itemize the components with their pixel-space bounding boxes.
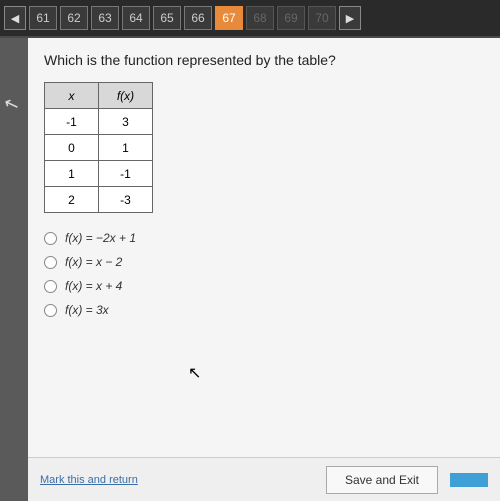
table-row: -13 — [45, 109, 153, 135]
nav-item-66[interactable]: 66 — [184, 6, 212, 30]
answer-options: f(x) = −2x + 1 f(x) = x − 2 f(x) = x + 4… — [44, 231, 484, 317]
nav-item-64[interactable]: 64 — [122, 6, 150, 30]
nav-item-68: 68 — [246, 6, 274, 30]
option-label: f(x) = −2x + 1 — [65, 231, 136, 245]
next-button[interactable] — [450, 473, 488, 487]
radio-icon[interactable] — [44, 256, 57, 269]
radio-icon[interactable] — [44, 304, 57, 317]
table-row: 2-3 — [45, 187, 153, 213]
mark-return-link[interactable]: Mark this and return — [40, 474, 314, 486]
nav-item-67[interactable]: 67 — [215, 6, 243, 30]
left-sidebar-strip: ↖ — [0, 38, 28, 501]
question-prompt: Which is the function represented by the… — [44, 52, 484, 68]
nav-item-70: 70 — [308, 6, 336, 30]
option-label: f(x) = x + 4 — [65, 279, 122, 293]
table-row: 01 — [45, 135, 153, 161]
option-label: f(x) = 3x — [65, 303, 109, 317]
nav-item-61[interactable]: 61 — [29, 6, 57, 30]
nav-item-65[interactable]: 65 — [153, 6, 181, 30]
question-nav-bar: ◀ 61 62 63 64 65 66 67 68 69 70 ▶ — [0, 0, 500, 36]
table-header-x: x — [45, 83, 99, 109]
function-table: x f(x) -13 01 1-1 2-3 — [44, 82, 153, 213]
nav-item-69: 69 — [277, 6, 305, 30]
mouse-cursor-icon: ↖ — [188, 363, 201, 383]
nav-next-button[interactable]: ▶ — [339, 6, 361, 30]
question-footer: Mark this and return Save and Exit — [28, 457, 500, 501]
nav-item-63[interactable]: 63 — [91, 6, 119, 30]
nav-item-62[interactable]: 62 — [60, 6, 88, 30]
table-header-fx: f(x) — [99, 83, 153, 109]
option-b[interactable]: f(x) = x − 2 — [44, 255, 484, 269]
radio-icon[interactable] — [44, 232, 57, 245]
save-exit-button[interactable]: Save and Exit — [326, 466, 438, 494]
option-c[interactable]: f(x) = x + 4 — [44, 279, 484, 293]
option-d[interactable]: f(x) = 3x — [44, 303, 484, 317]
nav-prev-button[interactable]: ◀ — [4, 6, 26, 30]
question-content: Which is the function represented by the… — [28, 38, 500, 501]
option-a[interactable]: f(x) = −2x + 1 — [44, 231, 484, 245]
sidebar-marker-icon: ↖ — [1, 92, 22, 117]
table-row: 1-1 — [45, 161, 153, 187]
option-label: f(x) = x − 2 — [65, 255, 122, 269]
radio-icon[interactable] — [44, 280, 57, 293]
